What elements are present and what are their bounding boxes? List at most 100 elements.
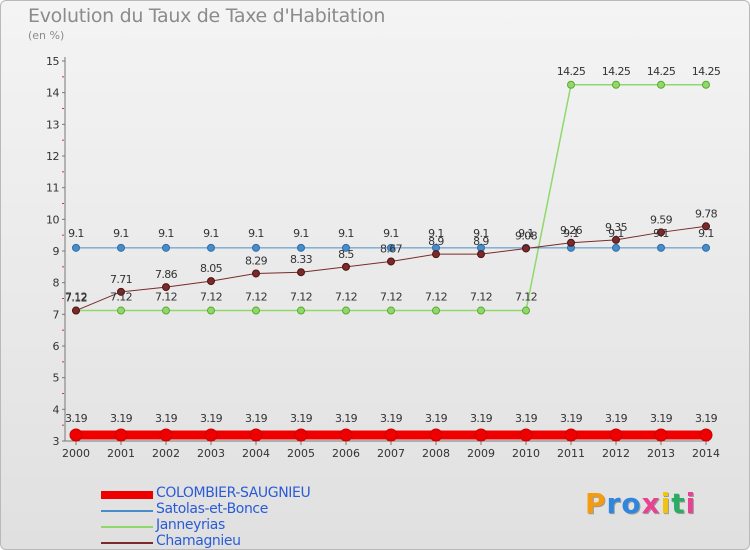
data-point bbox=[342, 262, 350, 271]
logo-letter: i bbox=[685, 487, 697, 520]
y-tick-label: 6 bbox=[53, 340, 60, 353]
data-point bbox=[477, 306, 485, 315]
data-label: 7.12 bbox=[155, 291, 177, 304]
proxiti-logo: Proxiti bbox=[585, 487, 696, 520]
data-point bbox=[657, 228, 665, 237]
data-point bbox=[564, 428, 578, 442]
x-tick-label: 2012 bbox=[602, 447, 630, 460]
data-point bbox=[117, 306, 125, 315]
data-point bbox=[207, 277, 215, 286]
logo-letter: t bbox=[671, 487, 686, 520]
data-label: 9.59 bbox=[650, 213, 673, 226]
x-tick-label: 2002 bbox=[152, 447, 180, 460]
data-label: 3.19 bbox=[335, 412, 358, 425]
x-tick-label: 2003 bbox=[197, 447, 225, 460]
data-point bbox=[384, 428, 398, 442]
data-label: 9.1 bbox=[338, 227, 354, 240]
data-point bbox=[657, 243, 665, 252]
data-label: 9.26 bbox=[560, 224, 583, 237]
data-point bbox=[522, 306, 530, 315]
data-label: 9.1 bbox=[383, 227, 399, 240]
data-label: 7.12 bbox=[65, 291, 87, 304]
data-point bbox=[162, 306, 170, 315]
data-label: 9.1 bbox=[608, 227, 624, 240]
data-point bbox=[477, 250, 485, 259]
data-label: 14.25 bbox=[602, 65, 631, 78]
data-label: 9.1 bbox=[428, 227, 444, 240]
data-label: 9.78 bbox=[695, 207, 718, 220]
data-label: 9.1 bbox=[473, 227, 489, 240]
legend-item-colombier-saugnieu[interactable]: COLOMBIER-SAUGNIEU bbox=[101, 485, 361, 503]
y-tick-label: 7 bbox=[53, 308, 60, 321]
y-tick-label: 4 bbox=[53, 403, 60, 416]
data-label: 7.12 bbox=[245, 291, 267, 304]
data-point bbox=[117, 243, 125, 252]
legend-item-janneyrias[interactable]: Janneyrias bbox=[101, 517, 361, 535]
data-point bbox=[69, 428, 83, 442]
data-point bbox=[567, 238, 575, 247]
data-label: 8.29 bbox=[245, 254, 268, 267]
data-point bbox=[702, 243, 710, 252]
data-point bbox=[387, 306, 395, 315]
data-point bbox=[204, 428, 218, 442]
legend-label-janneyrias: Janneyrias bbox=[156, 517, 225, 533]
data-label: 9.1 bbox=[113, 227, 129, 240]
data-point bbox=[297, 268, 305, 277]
y-tick-label: 5 bbox=[53, 372, 60, 385]
data-label: 3.19 bbox=[290, 412, 313, 425]
data-point bbox=[612, 80, 620, 89]
legend-swatch-satolas-et-bonce bbox=[101, 510, 153, 512]
data-point bbox=[612, 235, 620, 244]
y-tick-label: 14 bbox=[46, 87, 59, 100]
data-label: 7.12 bbox=[200, 291, 222, 304]
data-label: 3.19 bbox=[650, 412, 673, 425]
y-tick-label: 8 bbox=[53, 277, 60, 290]
x-tick-label: 2004 bbox=[242, 447, 270, 460]
data-label: 9.35 bbox=[605, 221, 628, 234]
legend-item-satolas-et-bonce[interactable]: Satolas-et-Bonce bbox=[101, 501, 361, 519]
data-label: 7.86 bbox=[155, 268, 178, 281]
data-point bbox=[699, 428, 713, 442]
data-point bbox=[339, 428, 353, 442]
data-label: 3.19 bbox=[515, 412, 538, 425]
logo-letter: o bbox=[621, 487, 642, 520]
x-tick-label: 2014 bbox=[692, 447, 720, 460]
data-point bbox=[657, 80, 665, 89]
data-label: 3.19 bbox=[380, 412, 403, 425]
data-label: 8.67 bbox=[380, 242, 403, 255]
legend: COLOMBIER-SAUGNIEU Satolas-et-Bonce Jann… bbox=[101, 485, 361, 549]
data-label: 9.1 bbox=[698, 227, 714, 240]
data-label: 3.19 bbox=[560, 412, 583, 425]
data-point bbox=[72, 306, 80, 315]
data-label: 9.1 bbox=[518, 227, 534, 240]
data-label: 8.9 bbox=[473, 235, 489, 248]
data-point bbox=[342, 306, 350, 315]
data-label: 7.12 bbox=[290, 291, 312, 304]
y-tick-label: 13 bbox=[46, 118, 59, 131]
data-point bbox=[297, 306, 305, 315]
data-label: 9.1 bbox=[563, 227, 579, 240]
legend-item-chamagnieu[interactable]: Chamagnieu bbox=[101, 533, 361, 549]
data-label: 8.33 bbox=[290, 253, 313, 266]
data-label: 9.1 bbox=[653, 227, 669, 240]
data-point bbox=[162, 283, 170, 292]
data-point bbox=[114, 428, 128, 442]
legend-swatch-chamagnieu bbox=[101, 542, 153, 544]
x-tick-label: 2011 bbox=[557, 447, 585, 460]
data-label: 7.12 bbox=[425, 291, 447, 304]
legend-swatch-janneyrias bbox=[101, 526, 153, 528]
data-label: 3.19 bbox=[695, 412, 718, 425]
data-point bbox=[159, 428, 173, 442]
data-point bbox=[474, 428, 488, 442]
data-point bbox=[522, 244, 530, 253]
data-label: 7.12 bbox=[65, 292, 87, 305]
logo-letter: x bbox=[641, 487, 661, 520]
data-point bbox=[294, 428, 308, 442]
data-label: 14.25 bbox=[692, 65, 721, 78]
y-tick-label: 12 bbox=[46, 150, 59, 163]
data-label: 3.19 bbox=[245, 412, 268, 425]
data-label: 14.25 bbox=[647, 65, 676, 78]
data-label: 9.1 bbox=[248, 227, 264, 240]
data-label: 3.19 bbox=[200, 412, 223, 425]
